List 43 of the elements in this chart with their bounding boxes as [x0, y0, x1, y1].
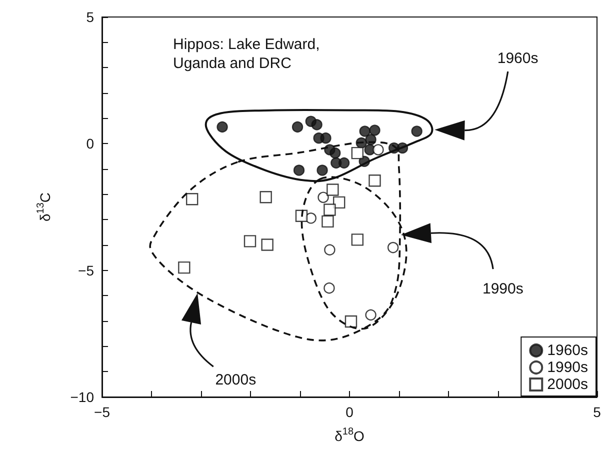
point: [411, 126, 422, 137]
point: [186, 193, 198, 206]
point: [316, 164, 328, 176]
point: [351, 234, 364, 246]
point: [178, 261, 190, 274]
x-tick-label: 5: [593, 404, 602, 420]
point: [387, 242, 399, 254]
legend-label: 1960s: [547, 342, 588, 359]
annotation: 1990s: [482, 280, 524, 298]
y-tick-label: −10: [70, 389, 94, 405]
point: [344, 315, 358, 328]
point: [260, 191, 272, 204]
point: [351, 146, 364, 160]
y-tick-label: −5: [78, 262, 94, 278]
legend-label: 1990s: [547, 359, 588, 376]
point: [324, 244, 336, 256]
point: [359, 126, 370, 137]
point: [216, 121, 228, 133]
y-tick-label: 5: [86, 9, 94, 25]
point: [318, 192, 329, 203]
point: [324, 282, 335, 294]
text: Hippos: Lake Edward, Uganda and DRC: [173, 36, 324, 72]
point: [244, 235, 256, 248]
point: [330, 147, 341, 159]
point: [320, 132, 332, 144]
annotation: 2000s: [215, 372, 256, 388]
point: [261, 238, 274, 251]
point: [324, 204, 336, 216]
annotation: 1960s: [497, 50, 538, 67]
point: [368, 174, 381, 187]
point: [311, 119, 322, 130]
point: [292, 121, 304, 133]
y-tick-label: 0: [86, 136, 94, 152]
x-tick-label: 0: [346, 404, 354, 420]
y-axis-title: δ13C: [36, 192, 53, 222]
point: [369, 124, 380, 136]
point: [372, 144, 384, 156]
point: [326, 184, 339, 196]
point: [322, 215, 334, 228]
point: [338, 157, 350, 169]
legend-label: 2000s: [547, 376, 588, 393]
point: [293, 164, 305, 176]
point: [365, 309, 376, 321]
